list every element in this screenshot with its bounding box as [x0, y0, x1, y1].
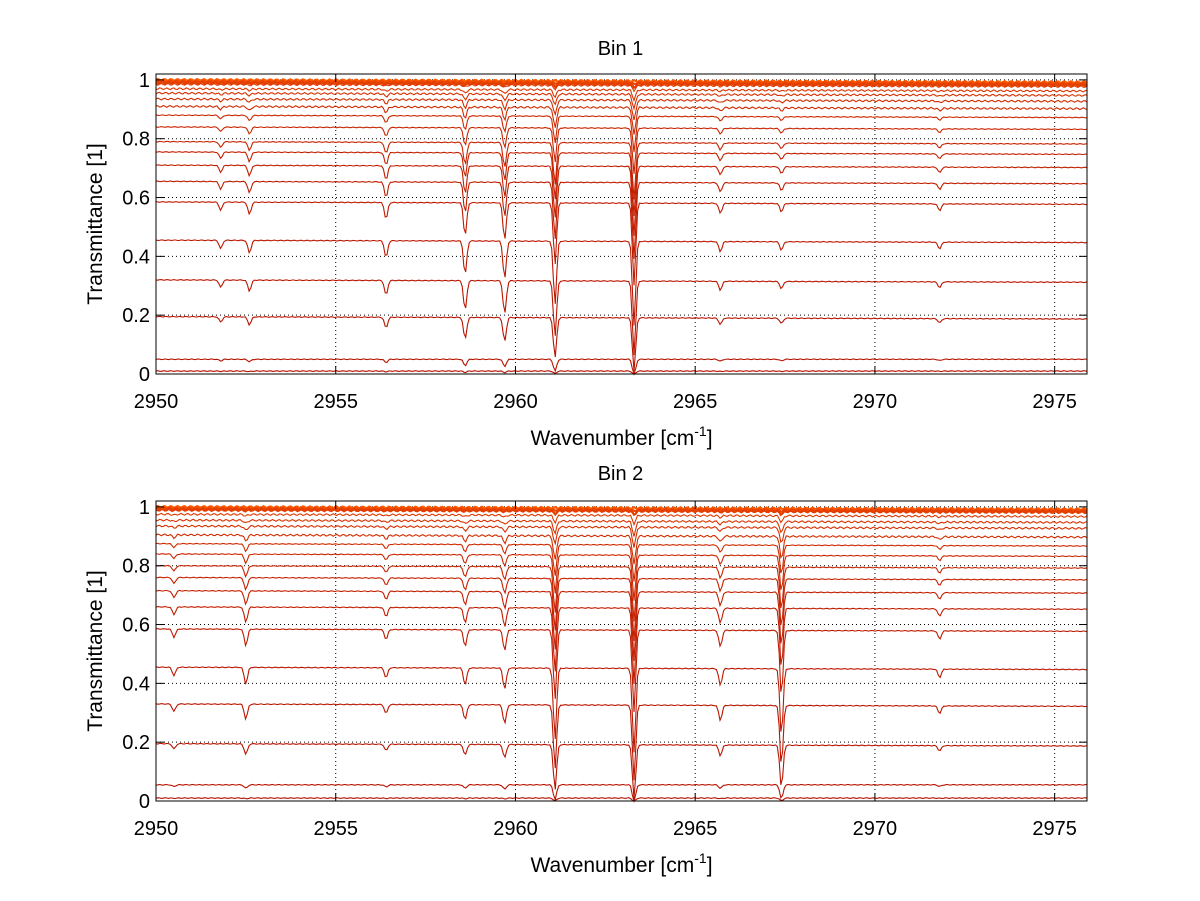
- x-tick-label: 2955: [313, 818, 358, 840]
- series-line: [155, 504, 1088, 512]
- series-line: [155, 91, 1088, 111]
- series-line: [155, 524, 1088, 548]
- series-line: [156, 104, 1088, 135]
- x-axis-label-main: Wavenumber [cm: [530, 854, 694, 877]
- series-line: [155, 628, 1088, 713]
- y-tick-label: 0.4: [122, 246, 150, 268]
- series-line: [155, 87, 1088, 103]
- series-line: [155, 783, 1087, 804]
- series-line: [155, 140, 1088, 200]
- y-tick-label: 0: [139, 364, 150, 386]
- x-tick-label: 2965: [673, 818, 718, 840]
- series-line: [155, 239, 1088, 326]
- y-tick-label: 0.8: [122, 556, 150, 578]
- y-tick-label: 0: [139, 791, 150, 813]
- y-tick-label: 0.6: [122, 615, 150, 637]
- x-tick-label: 2970: [853, 818, 898, 840]
- x-tick-label: 2970: [853, 391, 898, 413]
- y-tick-label: 0.4: [122, 673, 150, 695]
- x-tick-label: 2950: [134, 818, 179, 840]
- series-line: [155, 589, 1088, 661]
- x-tick-label: 2955: [313, 391, 358, 413]
- chart-panel-1: 2950 2955 2960 2965 2970 2975 0 0.2 0.4 0.6 0.8 1 Bi…: [84, 38, 1088, 450]
- series-line: [155, 151, 1088, 216]
- x-axis-label-end: ]: [707, 854, 713, 877]
- y-tick-label: 0.2: [122, 732, 150, 754]
- series-line: [155, 606, 1088, 684]
- series-line: [155, 358, 1088, 376]
- y-tick-label: 1: [139, 497, 150, 519]
- y-tick-label: 0.6: [122, 188, 150, 210]
- series-group: [155, 504, 1088, 804]
- x-tick-label: 2960: [493, 391, 538, 413]
- series-line: [155, 507, 1088, 517]
- series-line: [155, 77, 1088, 85]
- series-line: [155, 97, 1088, 121]
- x-axis-label-sup: -1: [694, 850, 707, 866]
- axes-box: [155, 500, 1088, 802]
- axes-box: [155, 73, 1088, 375]
- y-tick-label: 0.8: [122, 129, 150, 151]
- y-axis-label: Transmittance [1]: [84, 570, 107, 731]
- series-line: [156, 576, 1088, 641]
- series-line: [155, 201, 1088, 286]
- series-line: [155, 797, 1088, 802]
- y-axis-label: Transmittance [1]: [84, 143, 107, 304]
- series-line: [155, 80, 1088, 90]
- series-group: [155, 77, 1088, 376]
- series-line: [155, 315, 1088, 372]
- series-line: [155, 180, 1088, 259]
- chart-panel-2: 2950 2955 2960 2965 2970 2975 0 0.2 0.4 0.6 0.8 1 Bi…: [84, 463, 1088, 877]
- series-line: [155, 564, 1088, 622]
- series-line: [155, 506, 1088, 513]
- series-line: [155, 164, 1088, 236]
- series-line: [155, 518, 1088, 537]
- series-line: [155, 512, 1088, 527]
- series-line: [155, 370, 1088, 375]
- x-axis-label: Wavenumber [cm-1]: [530, 423, 712, 450]
- series-line: [155, 82, 1088, 93]
- x-tick-label: 2975: [1032, 391, 1077, 413]
- x-tick-label: 2950: [134, 391, 179, 413]
- series-line: [155, 126, 1088, 175]
- x-tick-label: 2965: [673, 391, 718, 413]
- x-axis-label: Wavenumber [cm-1]: [530, 850, 712, 877]
- series-line: [156, 542, 1088, 582]
- series-line: [155, 553, 1088, 601]
- series-line: [155, 742, 1088, 799]
- series-line: [155, 114, 1088, 153]
- series-line: [155, 533, 1088, 565]
- series-line: [155, 666, 1088, 753]
- y-tick-label: 0.2: [122, 305, 150, 327]
- series-line: [155, 79, 1088, 86]
- chart-title: Bin 1: [598, 38, 644, 60]
- x-axis-label-end: ]: [707, 427, 713, 450]
- series-line: [155, 703, 1088, 781]
- x-axis-label-main: Wavenumber [cm: [530, 427, 694, 450]
- x-tick-label: 2975: [1032, 818, 1077, 840]
- y-tick-label: 1: [139, 70, 150, 92]
- x-tick-label: 2960: [493, 818, 538, 840]
- x-axis-label-sup: -1: [694, 423, 707, 439]
- series-line: [155, 279, 1088, 356]
- chart-title: Bin 2: [598, 463, 644, 485]
